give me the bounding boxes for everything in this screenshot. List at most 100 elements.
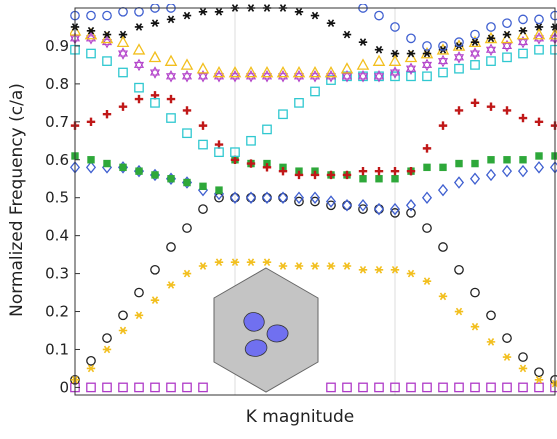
data-point — [359, 383, 367, 391]
data-point — [455, 383, 463, 391]
data-point — [535, 383, 543, 391]
data-point — [551, 24, 557, 31]
data-point — [247, 259, 255, 266]
data-point — [439, 293, 447, 300]
data-point — [471, 39, 479, 46]
data-point — [423, 164, 430, 171]
data-point — [135, 83, 143, 91]
data-point — [374, 56, 384, 65]
data-point — [375, 205, 383, 213]
data-point — [343, 201, 351, 209]
data-point — [103, 160, 110, 167]
data-point — [519, 114, 527, 122]
data-point — [439, 383, 447, 391]
data-point — [199, 205, 207, 213]
data-point — [487, 156, 494, 163]
data-point — [423, 144, 431, 152]
data-point — [119, 383, 127, 391]
data-point — [103, 334, 111, 342]
data-point — [103, 110, 111, 118]
data-point — [119, 311, 127, 319]
data-point — [118, 37, 128, 46]
data-point — [87, 357, 95, 365]
data-point — [487, 57, 495, 65]
data-point — [199, 383, 207, 391]
inset — [214, 268, 318, 392]
data-point — [311, 12, 319, 19]
data-point — [119, 327, 127, 334]
y-tick-label: 0 — [59, 378, 69, 396]
data-point — [471, 383, 479, 391]
data-point — [327, 263, 335, 270]
data-point — [487, 170, 495, 180]
data-point — [327, 20, 335, 27]
data-point — [535, 15, 543, 23]
data-point — [135, 288, 143, 296]
data-point — [103, 11, 111, 19]
data-point — [167, 243, 175, 251]
data-point — [471, 323, 479, 330]
data-point — [151, 67, 159, 77]
data-point — [375, 167, 383, 175]
data-point — [439, 121, 447, 129]
data-point — [119, 48, 127, 58]
data-point — [439, 164, 446, 171]
data-point — [247, 194, 255, 202]
data-point — [135, 167, 142, 174]
data-point — [455, 177, 463, 187]
data-point — [503, 166, 511, 176]
data-point — [423, 50, 431, 57]
data-point — [279, 110, 287, 118]
data-point — [535, 162, 543, 172]
data-point — [119, 102, 127, 110]
data-point — [359, 266, 367, 273]
data-point — [471, 48, 479, 58]
data-point — [503, 383, 511, 391]
data-point — [359, 167, 367, 175]
data-point — [375, 46, 383, 53]
data-point — [311, 263, 319, 270]
data-point — [343, 31, 351, 38]
data-point — [183, 71, 191, 81]
data-point — [503, 354, 511, 361]
data-point — [519, 49, 527, 57]
data-point — [471, 288, 479, 296]
data-point — [183, 224, 191, 232]
data-point — [199, 183, 206, 190]
data-point — [439, 68, 447, 76]
data-point — [423, 383, 431, 391]
data-point — [359, 39, 367, 46]
data-point — [295, 8, 303, 15]
data-point — [423, 278, 431, 285]
y-tick-label: 0.7 — [45, 113, 69, 131]
data-point — [519, 166, 527, 176]
data-point — [279, 263, 287, 270]
data-point — [423, 224, 431, 232]
data-point — [135, 8, 143, 16]
data-point — [183, 129, 191, 137]
data-point — [151, 20, 159, 27]
data-point — [407, 270, 415, 277]
data-point — [471, 61, 479, 69]
data-point — [503, 156, 510, 163]
data-point — [263, 194, 271, 202]
data-point — [487, 339, 495, 346]
data-point — [455, 308, 463, 315]
data-point — [455, 160, 462, 167]
data-point — [215, 259, 223, 266]
chart: 00.10.20.30.40.50.60.70.80.9 K magnitude… — [0, 0, 557, 439]
data-point — [103, 57, 111, 65]
data-point — [215, 148, 223, 156]
data-point — [375, 266, 383, 273]
data-point — [535, 46, 543, 54]
y-tick-label: 0.8 — [45, 75, 69, 93]
y-tick-label: 0.6 — [45, 151, 69, 169]
data-point — [471, 174, 479, 184]
data-point — [375, 175, 382, 182]
data-point — [263, 125, 271, 133]
y-tick-label: 0.5 — [45, 189, 69, 207]
data-point — [199, 140, 207, 148]
data-point — [87, 118, 95, 126]
data-point — [503, 19, 511, 27]
data-point — [167, 71, 175, 81]
